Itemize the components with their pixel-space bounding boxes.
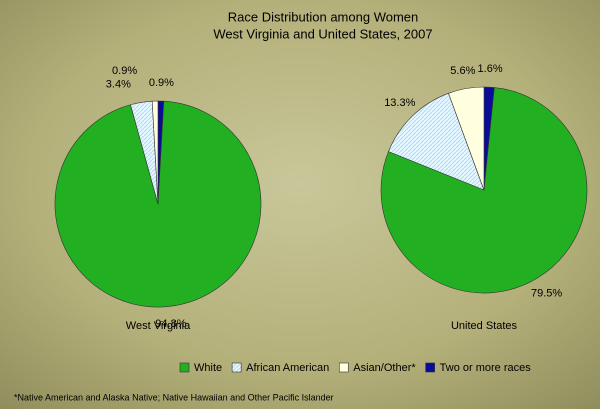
data-label: 1.6% <box>478 63 503 75</box>
pie-slice <box>448 86 485 191</box>
data-label: 5.6% <box>450 65 475 77</box>
footnote: *Native American and Alaska Native; Nati… <box>14 392 334 402</box>
legend-label: Two or more races <box>440 362 532 374</box>
legend-label: Asian/Other* <box>353 362 416 374</box>
legend-label: White <box>194 362 222 374</box>
data-label: 13.3% <box>384 97 415 109</box>
legend-swatch <box>425 362 435 373</box>
pie-slice <box>54 100 262 308</box>
legend-label: African American <box>246 362 329 374</box>
data-label: 3.4% <box>106 79 131 91</box>
chart-title: Race Distribution among Women <box>228 9 419 24</box>
pie-title: United States <box>451 320 518 332</box>
data-label: 0.9% <box>149 77 174 89</box>
legend-swatch <box>231 362 242 373</box>
legend-swatch <box>338 362 349 373</box>
pie-title: West Virginia <box>126 320 191 332</box>
data-label: 0.9% <box>112 65 137 77</box>
data-label: 94.8% <box>155 318 186 330</box>
pie-slice <box>151 100 159 205</box>
chart-subtitle: West Virginia and United States, 2007 <box>213 26 432 41</box>
legend-swatch <box>179 362 190 373</box>
data-label: 79.5% <box>531 287 562 299</box>
pie-slice <box>388 92 485 191</box>
